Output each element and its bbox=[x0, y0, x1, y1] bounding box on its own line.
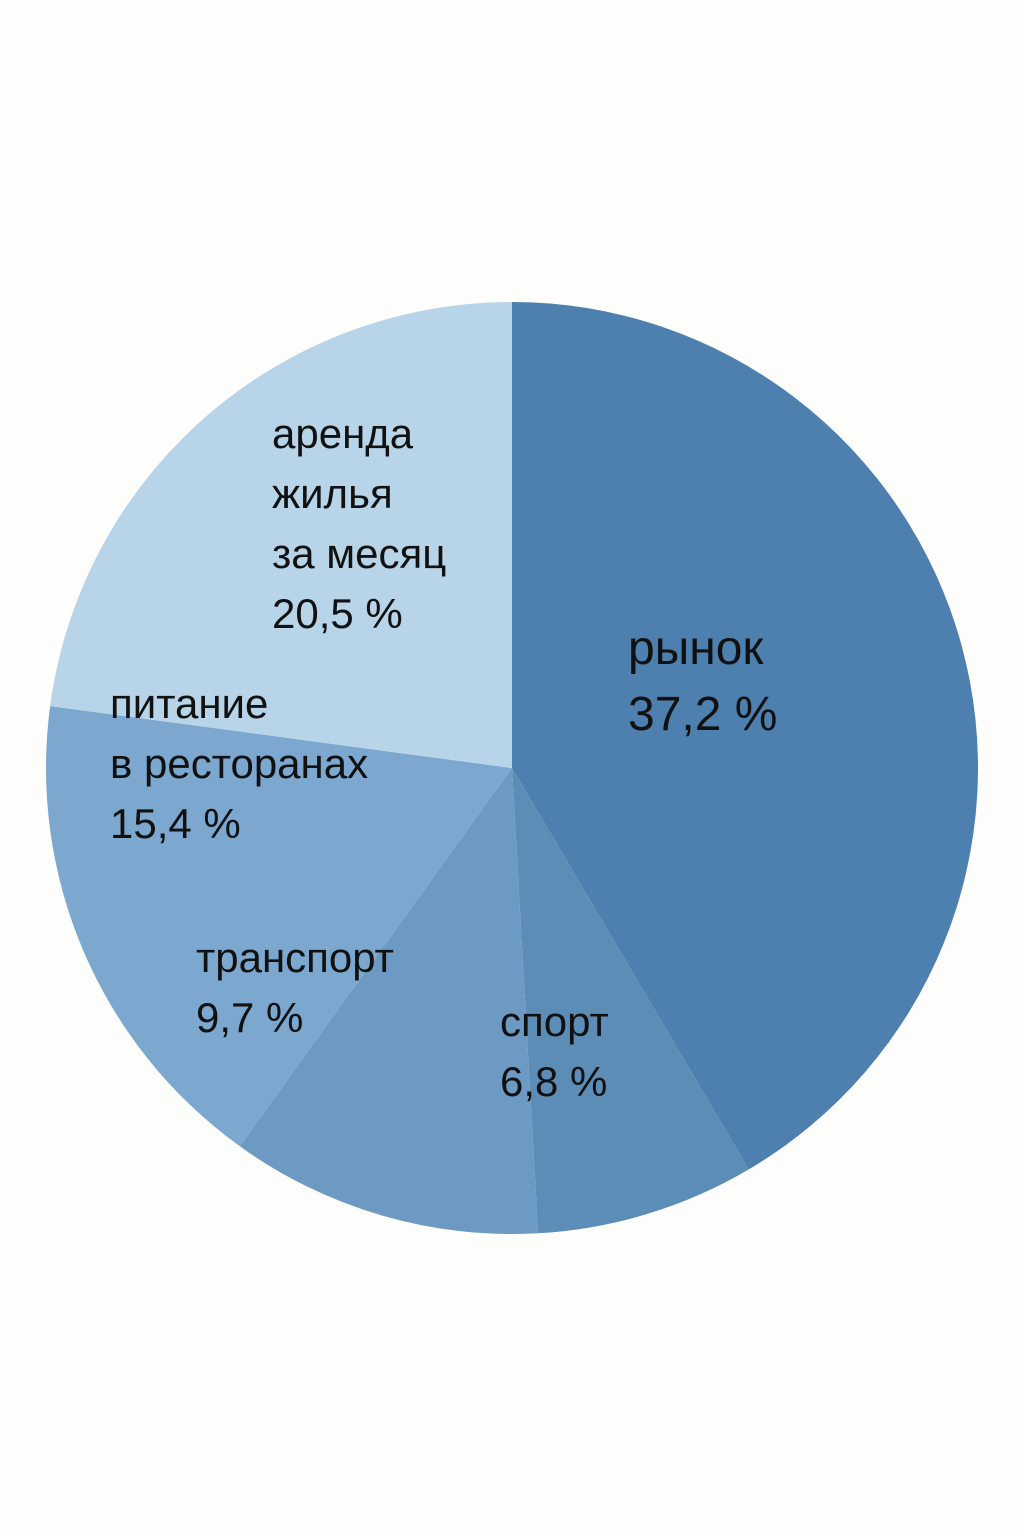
pie-slice-4 bbox=[50, 302, 513, 768]
slice-name-0: рынок bbox=[628, 622, 764, 675]
slice-name-1: спорт bbox=[500, 998, 609, 1045]
slice-name-4: за месяц bbox=[272, 530, 446, 577]
slice-label-0: рынок 37,2 % bbox=[628, 622, 777, 741]
slice-value-1: 6,8 % bbox=[500, 1058, 607, 1105]
labels-layer: рынок 37,2 % спорт 6,8 % транспорт 9,7 % питан… bbox=[110, 410, 777, 1105]
pie-slice-0 bbox=[512, 302, 978, 1170]
slice-name-3: питание bbox=[110, 680, 268, 727]
slice-value-4: 20,5 % bbox=[272, 590, 403, 637]
slice-value-2: 9,7 % bbox=[196, 994, 303, 1041]
slice-label-2: транспорт 9,7 % bbox=[196, 934, 394, 1041]
slice-value-0: 37,2 % bbox=[628, 688, 777, 741]
slice-name-4: жилья bbox=[272, 470, 393, 517]
pie-slice-2 bbox=[239, 768, 539, 1234]
pie-slice-1 bbox=[512, 768, 749, 1234]
slices-layer bbox=[45, 302, 978, 1234]
slice-label-3: питание в ресторанах 15,4 % bbox=[110, 680, 368, 847]
slice-label-1: спорт 6,8 % bbox=[500, 998, 609, 1105]
slice-name-4: аренда bbox=[272, 410, 414, 457]
slice-name-3: в ресторанах bbox=[110, 740, 368, 787]
pie-slice-3 bbox=[45, 706, 512, 1147]
slice-label-4: аренда жилья за месяц 20,5 % bbox=[272, 410, 446, 637]
slice-name-2: транспорт bbox=[196, 934, 394, 981]
slice-value-3: 15,4 % bbox=[110, 800, 241, 847]
